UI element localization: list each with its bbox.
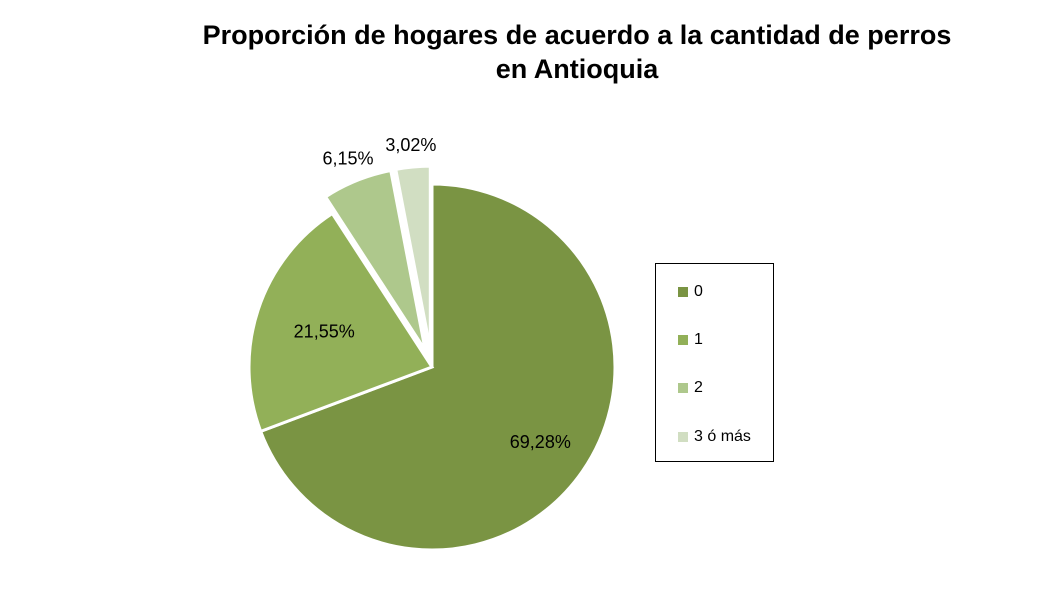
chart-legend: 0 1 2 3 ó más: [655, 263, 774, 462]
legend-item-0: 0: [678, 282, 703, 302]
legend-item-3: 3 ó más: [678, 427, 751, 447]
legend-swatch-0: [678, 287, 688, 297]
pie-slice-2: [323, 168, 427, 352]
pie-slice-0: [258, 182, 617, 552]
chart-title-line-1: Proporción de hogares de acuerdo a la ca…: [202, 20, 952, 50]
data-label-0: 69,28%: [510, 432, 571, 452]
legend-label-1: 1: [694, 331, 703, 348]
legend-label-0: 0: [694, 283, 703, 300]
legend-swatch-3: [678, 432, 688, 442]
data-label-1: 21,55%: [294, 322, 355, 342]
chart-title-line-2: en Antioquia: [495, 54, 659, 84]
pie-slice-3: [394, 164, 432, 350]
legend-swatch-1: [678, 335, 688, 345]
legend-item-1: 1: [678, 330, 703, 350]
legend-swatch-2: [678, 383, 688, 393]
chart-title: Proporción de hogares de acuerdo a la ca…: [0, 18, 1058, 86]
legend-label-3: 3 ó más: [694, 428, 751, 445]
pie-slice-1: [247, 211, 435, 434]
data-label-2: 6,15%: [322, 148, 373, 168]
legend-item-2: 2: [678, 378, 703, 398]
legend-label-2: 2: [694, 379, 703, 396]
data-label-3: 3,02%: [385, 135, 436, 155]
